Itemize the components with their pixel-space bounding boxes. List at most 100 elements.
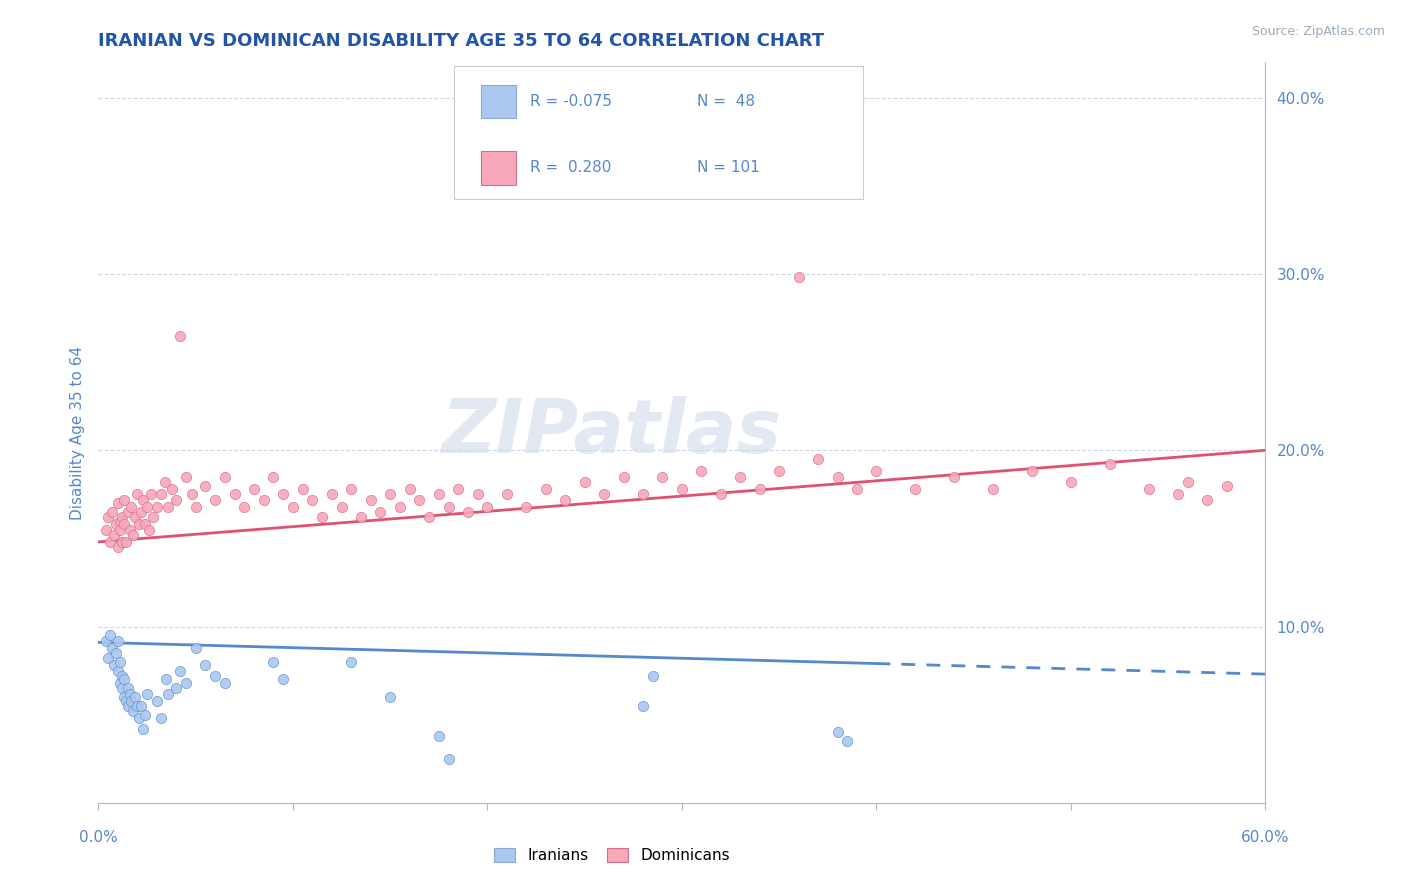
Point <box>165 492 187 507</box>
Point <box>651 469 673 483</box>
Point <box>194 478 217 492</box>
Point <box>388 500 411 514</box>
Point <box>350 510 373 524</box>
Point <box>233 500 256 514</box>
Bar <box>481 85 516 118</box>
Point <box>97 510 120 524</box>
Point <box>139 487 162 501</box>
Point <box>129 698 152 713</box>
Text: R =  0.280: R = 0.280 <box>530 161 612 176</box>
Point <box>174 676 197 690</box>
Point <box>262 655 284 669</box>
Point <box>117 505 139 519</box>
Point <box>271 487 294 501</box>
Point <box>281 500 304 514</box>
Point <box>122 704 145 718</box>
Point <box>380 690 402 704</box>
Y-axis label: Disability Age 35 to 64: Disability Age 35 to 64 <box>69 345 84 520</box>
Point <box>121 693 143 707</box>
Point <box>437 500 460 514</box>
Point <box>768 464 790 478</box>
Point <box>865 464 887 478</box>
Point <box>117 698 139 713</box>
Point <box>98 628 121 642</box>
Point <box>174 469 197 483</box>
Point <box>146 693 169 707</box>
Point <box>134 517 156 532</box>
Point <box>301 492 323 507</box>
Point <box>107 540 129 554</box>
Point <box>146 500 169 514</box>
Point <box>114 693 136 707</box>
Point <box>214 676 236 690</box>
Point <box>807 452 830 467</box>
Point <box>340 482 363 496</box>
Point <box>321 487 343 501</box>
Point <box>107 633 129 648</box>
Point <box>104 646 127 660</box>
Point <box>467 487 489 501</box>
Point <box>360 492 382 507</box>
Point <box>427 729 450 743</box>
Point <box>98 535 121 549</box>
Point <box>631 698 654 713</box>
Point <box>153 475 176 489</box>
Point <box>108 655 131 669</box>
Point <box>1098 458 1121 472</box>
Point <box>613 469 636 483</box>
Point <box>149 487 172 501</box>
Point <box>118 686 141 700</box>
Point <box>370 505 392 519</box>
Point <box>457 505 479 519</box>
Point <box>447 482 470 496</box>
Point <box>124 690 146 704</box>
Text: R = -0.075: R = -0.075 <box>530 94 612 109</box>
Point <box>129 505 152 519</box>
Point <box>827 725 849 739</box>
Point <box>291 482 314 496</box>
Point <box>96 523 118 537</box>
Point <box>138 523 160 537</box>
Point <box>122 528 145 542</box>
Point <box>837 734 859 748</box>
Point <box>1177 475 1199 489</box>
Point <box>169 328 191 343</box>
Text: ZIPatlas: ZIPatlas <box>441 396 782 469</box>
Point <box>641 669 664 683</box>
Point <box>748 482 770 496</box>
Point <box>1195 492 1218 507</box>
Point <box>271 673 294 687</box>
Point <box>846 482 869 496</box>
Point <box>1060 475 1083 489</box>
Point <box>132 722 155 736</box>
Point <box>128 517 150 532</box>
Point <box>142 510 165 524</box>
Point <box>127 487 149 501</box>
Point <box>104 517 127 532</box>
Point <box>593 487 616 501</box>
Point <box>132 492 155 507</box>
Point <box>112 492 135 507</box>
Point <box>136 686 159 700</box>
Point <box>1137 482 1160 496</box>
Point <box>981 482 1004 496</box>
Text: 0.0%: 0.0% <box>79 830 118 845</box>
Point <box>1215 478 1237 492</box>
Point <box>127 698 149 713</box>
Bar <box>481 152 516 185</box>
Point <box>943 469 966 483</box>
Point <box>108 676 131 690</box>
Point <box>477 500 499 514</box>
Point <box>169 664 191 678</box>
Point <box>534 482 557 496</box>
Point <box>111 681 134 696</box>
Point <box>827 469 849 483</box>
Point <box>117 681 139 696</box>
Point <box>136 500 159 514</box>
Point <box>380 487 402 501</box>
Point <box>101 505 124 519</box>
Point <box>311 510 333 524</box>
Point <box>204 669 226 683</box>
Point <box>124 510 146 524</box>
Text: N = 101: N = 101 <box>697 161 759 176</box>
